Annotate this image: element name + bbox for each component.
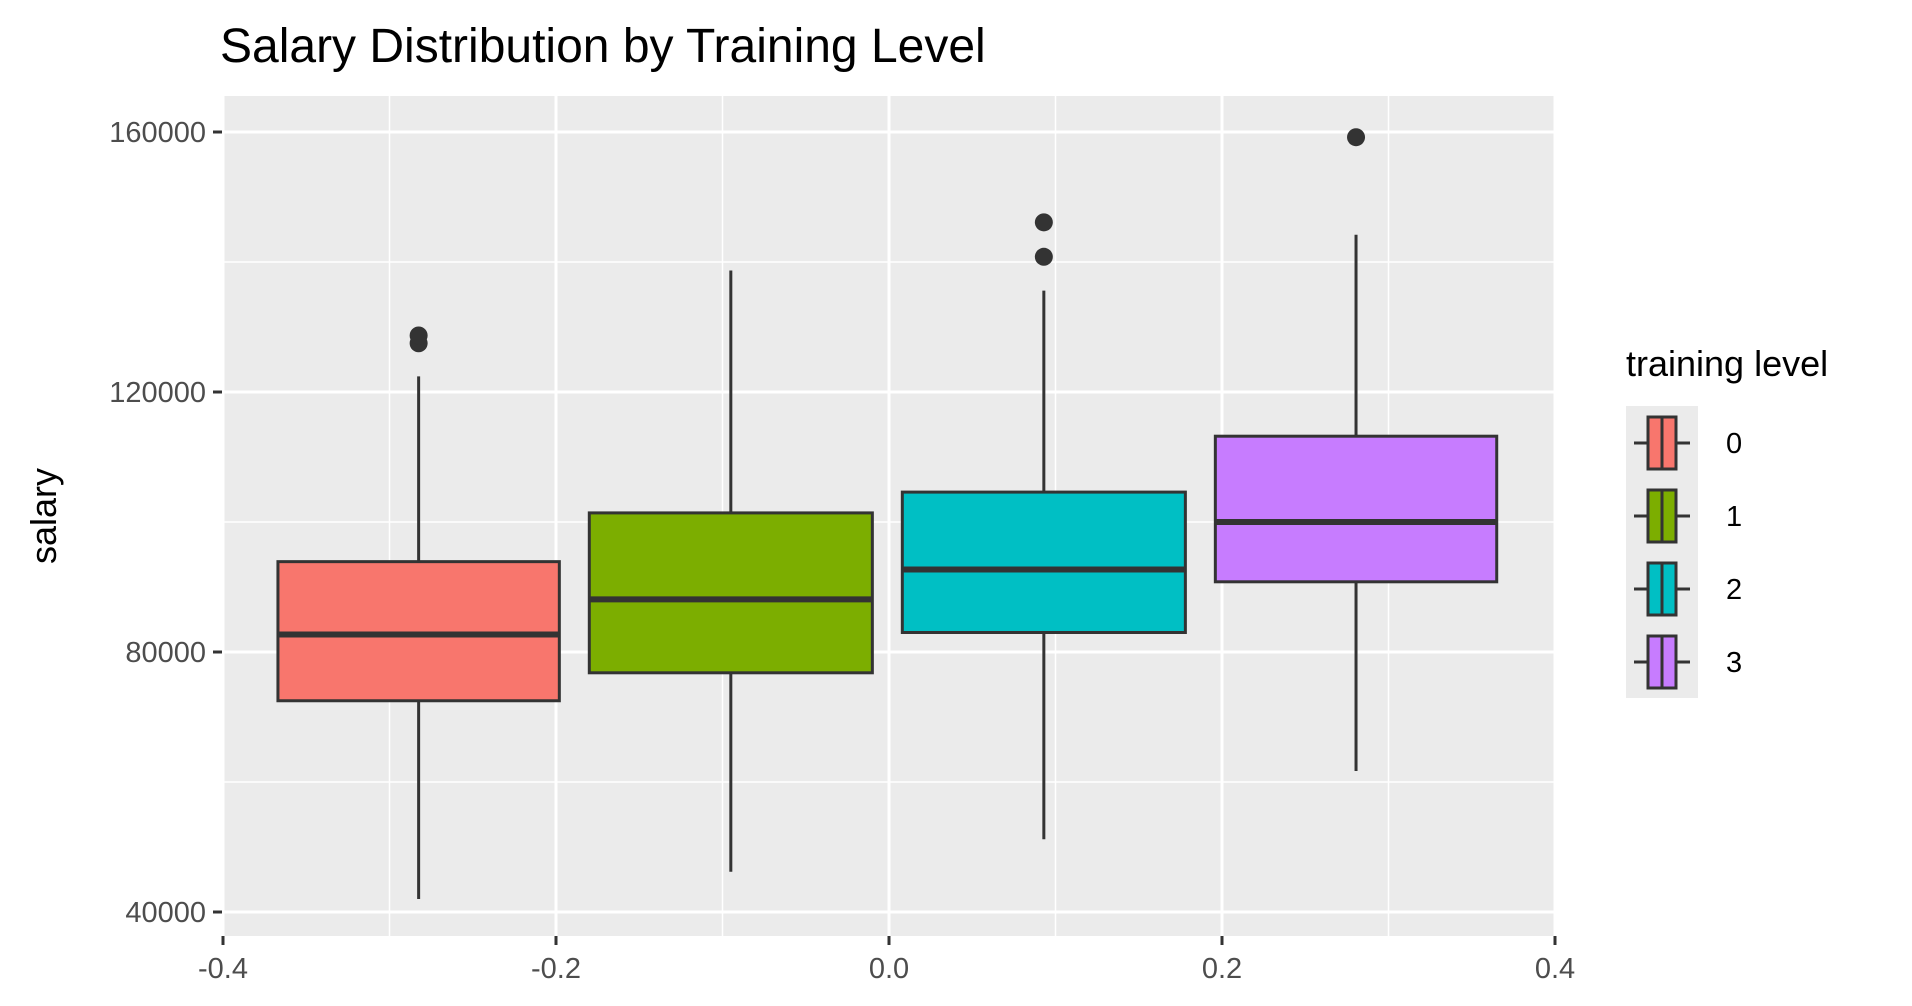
outlier-point bbox=[1347, 128, 1366, 147]
box-group-3 bbox=[1213, 128, 1499, 771]
outlier-point bbox=[1034, 247, 1053, 266]
box-3 bbox=[1213, 434, 1499, 584]
box-group-2 bbox=[900, 213, 1187, 840]
x-tick-label: -0.2 bbox=[531, 953, 581, 985]
legend-label: 1 bbox=[1726, 501, 1742, 533]
x-axis: -0.4 -0.2 0.0 0.2 0.4 bbox=[198, 936, 1575, 985]
y-tick-label: 40000 bbox=[125, 897, 206, 929]
legend-item-3: 3 bbox=[1634, 634, 1742, 690]
x-tick-label: 0.4 bbox=[1535, 953, 1575, 985]
outlier-point bbox=[1034, 213, 1053, 232]
legend-item-0: 0 bbox=[1634, 415, 1742, 471]
y-tick-label: 120000 bbox=[109, 377, 206, 409]
box-group-0 bbox=[276, 326, 561, 899]
box-0 bbox=[276, 560, 561, 703]
x-tick-label: -0.4 bbox=[198, 953, 248, 985]
box-group-1 bbox=[587, 270, 874, 872]
legend-label: 0 bbox=[1726, 428, 1742, 460]
boxes bbox=[276, 128, 1499, 899]
x-tick-label: 0.2 bbox=[1202, 953, 1242, 985]
chart-title: Salary Distribution by Training Level bbox=[220, 20, 986, 73]
legend-label: 2 bbox=[1726, 574, 1742, 606]
legend-item-1: 1 bbox=[1634, 488, 1742, 544]
box-1 bbox=[587, 511, 874, 675]
y-axis: 40000 80000 120000 160000 bbox=[109, 117, 222, 929]
legend-title: training level bbox=[1626, 343, 1828, 384]
legend-item-2: 2 bbox=[1634, 561, 1742, 617]
legend-label: 3 bbox=[1726, 647, 1742, 679]
box-2 bbox=[900, 490, 1187, 634]
legend-keys: 0 1 2 3 bbox=[1634, 415, 1742, 690]
outlier-point bbox=[409, 326, 428, 345]
legend: training level 0 1 2 3 bbox=[1626, 343, 1828, 698]
x-tick-label: 0.0 bbox=[869, 953, 909, 985]
y-tick-label: 160000 bbox=[109, 117, 206, 149]
y-axis-title: salary bbox=[23, 468, 64, 564]
y-tick-label: 80000 bbox=[125, 637, 206, 669]
